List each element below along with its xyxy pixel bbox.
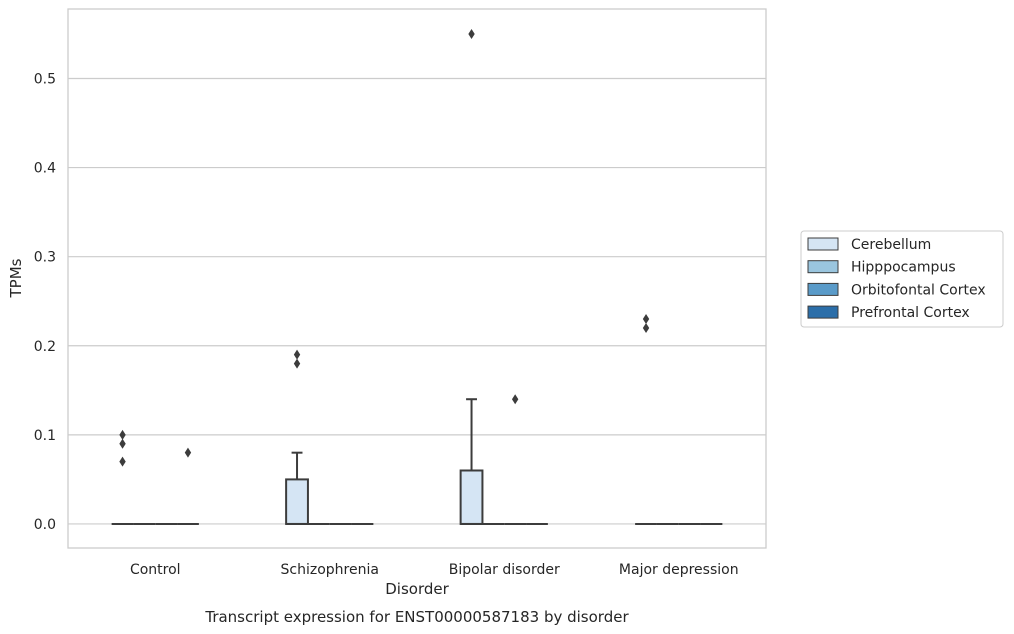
box bbox=[285, 478, 309, 525]
x-tick-label: Major depression bbox=[619, 562, 739, 578]
x-tick-label: Control bbox=[130, 562, 181, 578]
outlier-point bbox=[184, 447, 192, 458]
box bbox=[459, 469, 484, 525]
outlier-point bbox=[293, 358, 301, 369]
legend-label: Prefrontal Cortex bbox=[851, 305, 970, 321]
legend-label: Orbitofontal Cortex bbox=[851, 282, 986, 298]
outlier-point bbox=[119, 429, 126, 440]
legend-swatch bbox=[807, 305, 839, 319]
box-marks bbox=[111, 28, 723, 525]
y-tick-label: 0.3 bbox=[34, 250, 56, 266]
outlier-point bbox=[642, 314, 650, 325]
x-tick-labels: Control Schizophrenia Bipolar disorder Majo… bbox=[130, 562, 739, 578]
legend-swatch bbox=[807, 260, 839, 274]
legend-swatch bbox=[807, 282, 839, 296]
outlier-point bbox=[119, 456, 126, 467]
outlier-point bbox=[642, 322, 650, 333]
outlier-point bbox=[468, 28, 475, 39]
legend: Cerebellum Hipppocampus Orbitofontal Corte… bbox=[800, 230, 1004, 328]
chart-caption: Transcript expression for ENST0000058718… bbox=[204, 608, 629, 626]
y-tick-label: 0.0 bbox=[34, 517, 56, 533]
outlier-point bbox=[293, 349, 301, 360]
outlier-point bbox=[119, 438, 126, 449]
y-tick-label: 0.4 bbox=[34, 161, 56, 177]
legend-label: Cerebellum bbox=[851, 237, 931, 253]
legend-swatch bbox=[807, 237, 839, 251]
legend-frame bbox=[800, 230, 1004, 328]
x-tick-label: Bipolar disorder bbox=[449, 562, 560, 578]
y-axis-label: TPMs bbox=[7, 258, 25, 298]
y-tick-label: 0.2 bbox=[34, 339, 56, 355]
plot-frame bbox=[67, 8, 767, 549]
legend-label: Hipppocampus bbox=[851, 260, 956, 276]
x-axis-label: Disorder bbox=[385, 580, 449, 598]
y-gridlines bbox=[68, 77, 766, 525]
outlier-point bbox=[511, 394, 519, 405]
y-tick-label: 0.5 bbox=[34, 71, 56, 87]
y-tick-label: 0.1 bbox=[34, 428, 56, 444]
x-tick-label: Schizophrenia bbox=[281, 562, 379, 578]
y-tick-labels: 0.0 0.1 0.2 0.3 0.4 0.5 bbox=[34, 71, 56, 532]
